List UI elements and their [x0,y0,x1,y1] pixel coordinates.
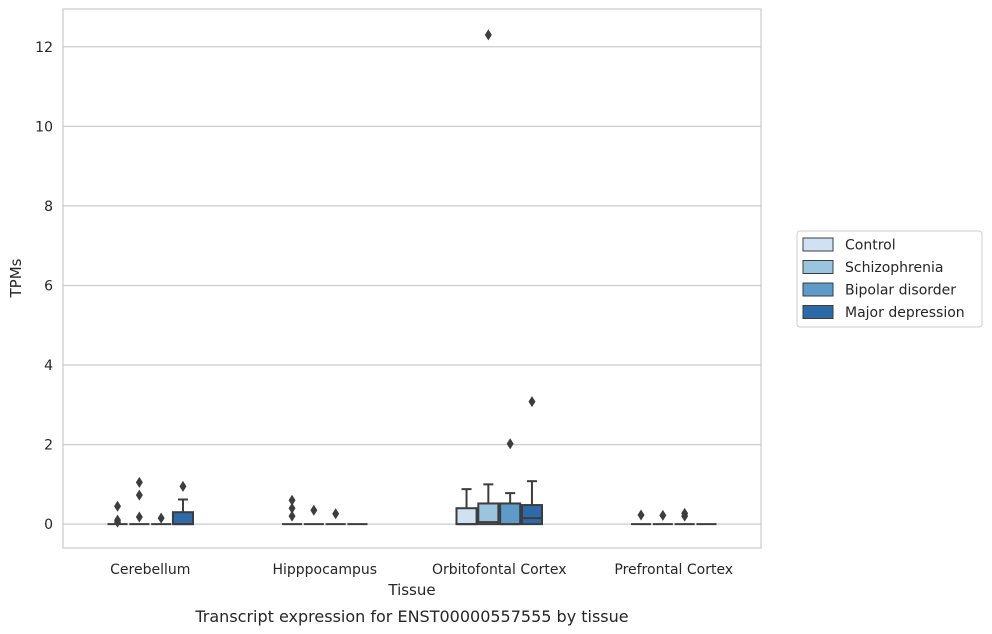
box [171,511,195,526]
x-tick-labels: Cerebellum Hipppocampus Orbitofontal Corte… [110,562,733,578]
y-axis-label: TPMs [7,258,25,298]
box-plot [171,480,195,526]
legend: Control Schizophrenia Bipolar disorder Majo… [796,230,983,328]
box-plot [151,512,172,526]
y-tick-label: 12 [35,40,53,56]
box-plot [499,438,522,526]
box [499,502,522,526]
box-plot [630,509,652,526]
outlier-point [332,508,340,520]
y-tick-label: 8 [44,199,53,215]
box-plot [674,507,695,526]
box-plot [281,494,303,526]
x-tick-label: Orbitofontal Cortex [432,562,567,578]
grid-lines [63,46,761,525]
box-plot [303,504,324,526]
y-tick-label: 0 [44,517,53,533]
x-tick-label: Cerebellum [110,562,190,578]
x-tick-label: Prefrontal Cortex [614,562,733,578]
y-tick-label: 6 [44,278,53,294]
plot-frame [62,8,762,549]
legend-label: Schizophrenia [845,260,943,276]
box-plot [325,508,346,526]
legend-label: Bipolar disorder [845,283,956,299]
outlier-point [135,489,143,501]
outlier-point [659,509,667,521]
outlier-point [114,516,122,528]
legend-swatch [802,305,834,319]
outlier-point [484,29,492,41]
legend-label: Major depression [845,305,965,321]
box-plot [107,500,128,528]
chart-caption: Transcript expression for ENST0000055755… [194,607,628,626]
box [520,504,544,526]
x-axis-label: Tissue [387,581,435,599]
box-plot [455,488,478,526]
box [455,507,478,526]
outlier-point [288,510,296,522]
outlier-point [288,494,296,506]
y-tick-label: 2 [44,438,53,454]
outlier-point [157,512,165,524]
box-plot [129,476,150,526]
box-plot [477,29,500,526]
outlier-point [528,396,536,408]
box-plot [520,396,544,526]
box-plots [107,29,717,528]
outlier-point [288,502,296,514]
box-plot [652,509,673,526]
y-tick-label: 10 [35,119,53,135]
outlier-point [637,509,645,521]
x-tick-label: Hipppocampus [272,562,377,578]
outlier-point [179,480,187,492]
legend-frame [796,230,983,328]
outlier-point [506,438,514,450]
outlier-point [135,511,143,523]
outlier-point [310,504,318,516]
y-tick-labels: 0 2 4 6 8 10 12 [35,40,53,533]
outlier-point [135,476,143,488]
legend-label: Control [845,238,896,254]
y-tick-label: 4 [44,358,53,374]
legend-swatch [802,237,834,252]
box [477,502,500,526]
outlier-point [681,510,689,522]
legend-swatch [802,282,834,297]
legend-swatch [802,260,834,274]
outlier-point [114,500,122,512]
